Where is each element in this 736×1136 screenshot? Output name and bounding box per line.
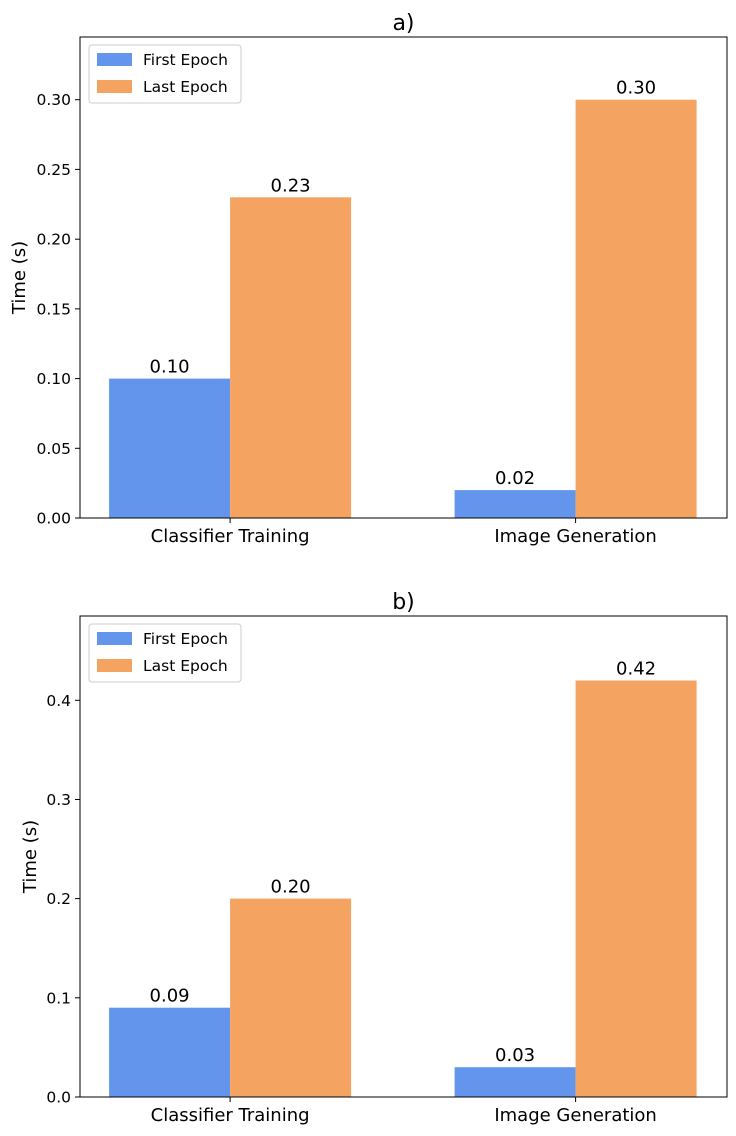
y-axis-label: Time (s) [20,820,41,894]
x-tick-label: Classifier Training [151,526,310,547]
y-tick-label: 0.1 [46,989,71,1007]
y-tick-label: 0.25 [36,161,71,179]
x-tick-label: Classifier Training [151,1105,310,1126]
y-tick-label: 0.15 [36,300,71,318]
bar-value-label: 0.23 [271,175,311,196]
axes-frame [79,615,728,1098]
bar-value-label: 0.30 [616,78,656,99]
bar-first-epoch-0 [109,378,231,518]
x-tick-label: Image Generation [494,526,657,547]
legend-swatch-last-epoch [97,80,132,93]
legend-entry: Last Epoch [143,78,228,96]
y-tick-label: 0.00 [36,510,71,528]
y-tick-label: 0.05 [36,440,71,458]
bar-first-epoch-1 [454,1067,576,1097]
bar-last-epoch-0 [230,898,352,1097]
legend-swatch-last-epoch [97,659,132,672]
axes-frame [79,36,728,519]
chart-panel-a: 0.10 0.23 0.02 0.30 0.00 0.05 0.10 0.15 0.20 0.25… [9,11,728,547]
y-tick-label: 0.2 [46,890,71,908]
bar-value-label: 0.10 [150,357,190,378]
bar-value-label: 0.03 [495,1045,535,1066]
legend-swatch-first-epoch [97,632,132,645]
x-tick-label: Image Generation [494,1105,657,1126]
legend-entry: First Epoch [143,51,228,69]
bar-value-label: 0.02 [495,468,535,489]
bar-first-epoch-1 [454,490,576,518]
chart-title: a) [392,11,414,36]
y-tick-label: 0.4 [46,692,71,710]
y-tick-label: 0.0 [46,1089,71,1107]
bar-last-epoch-1 [575,680,697,1097]
y-axis-label: Time (s) [9,241,30,315]
legend-entry: First Epoch [143,630,228,648]
chart-panel-b: 0.09 0.20 0.03 0.42 0.0 0.1 0.2 0.3 0.4 Classifie… [20,590,728,1126]
bar-first-epoch-0 [109,1007,231,1097]
bar-last-epoch-0 [230,197,352,519]
chart-title: b) [392,590,415,615]
legend-swatch-first-epoch [97,53,132,66]
y-tick-label: 0.3 [46,791,71,809]
bar-value-label: 0.09 [150,986,190,1007]
y-tick-label: 0.30 [36,91,71,109]
y-tick-label: 0.10 [36,370,71,388]
legend-entry: Last Epoch [143,657,228,675]
bar-last-epoch-1 [575,99,697,518]
y-tick-label: 0.20 [36,231,71,249]
bar-value-label: 0.42 [616,659,656,680]
bar-value-label: 0.20 [271,877,311,898]
